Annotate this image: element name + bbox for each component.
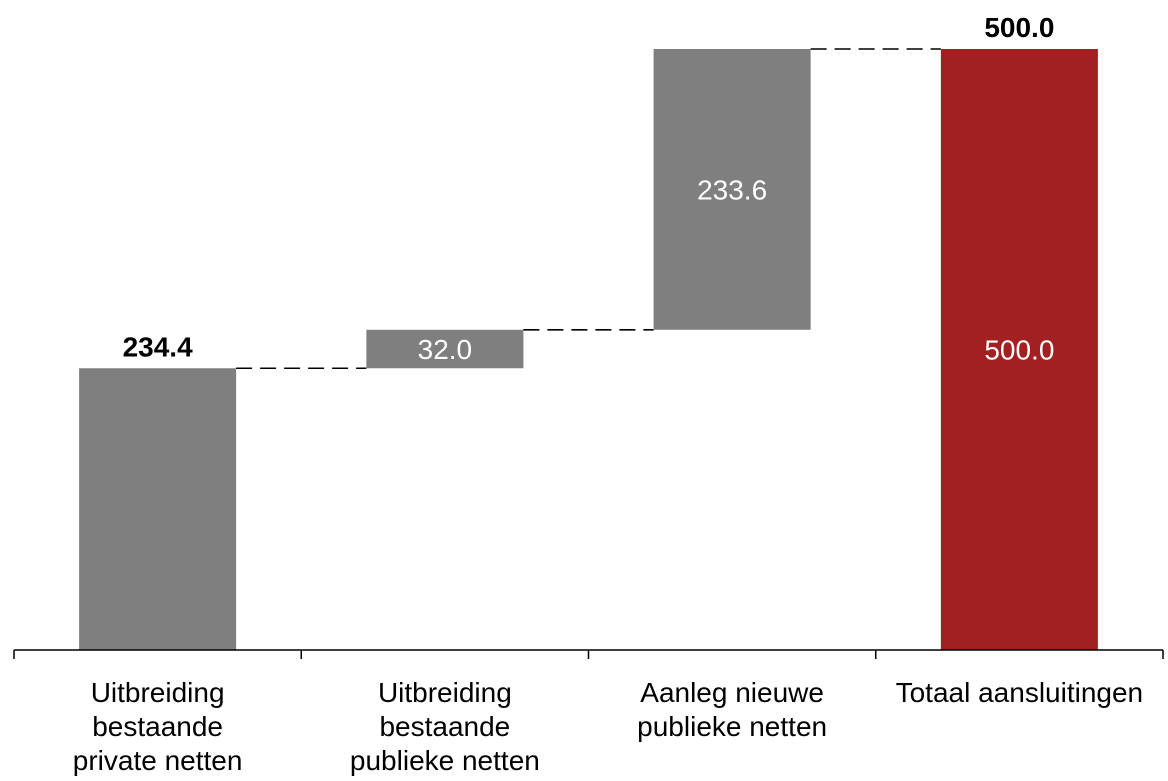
x-tick-label-line: Uitbreiding [91,677,225,708]
waterfall-bar [79,368,237,650]
x-tick-label: Totaal aansluitingen [896,677,1144,708]
x-tick-label-line: bestaande [379,711,510,742]
x-tick-label: Uitbreiding bestaande private netten [73,677,243,776]
data-label: 234.4 [123,331,193,362]
data-label: 32.0 [418,334,473,365]
x-tick-label: Aanleg nieuwe publieke netten [637,677,827,742]
data-label-total: 500.0 [984,12,1054,43]
x-tick-label-line: Uitbreiding [378,677,512,708]
waterfall-bar [940,49,1098,650]
waterfall-bar [366,329,524,369]
x-tick-label-line: Aanleg nieuwe [640,677,824,708]
x-tick-label-line: Totaal aansluitingen [896,677,1144,708]
x-tick-label-line: bestaande [92,711,223,742]
data-label: 500.0 [984,335,1054,366]
x-tick-label: Uitbreiding bestaande publieke netten [350,677,540,776]
x-tick-label-line: publieke netten [637,711,827,742]
data-label: 233.6 [697,174,767,205]
waterfall-bar [653,49,811,330]
x-tick-label-line: private netten [73,745,243,776]
x-tick-label-line: publieke netten [350,745,540,776]
